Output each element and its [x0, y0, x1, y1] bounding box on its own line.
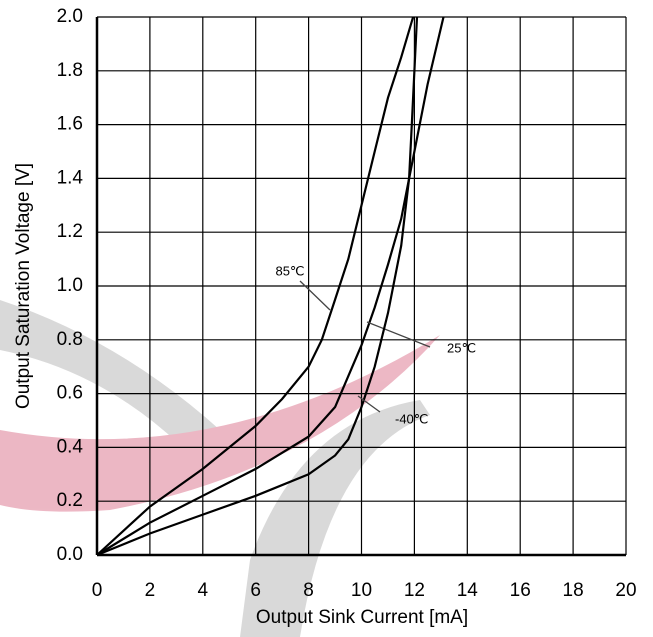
- x-tick-label: 0: [92, 580, 103, 601]
- annotation-leader: [366, 321, 431, 348]
- x-tick-label: 4: [198, 580, 209, 601]
- watermark-shape: [240, 400, 430, 637]
- x-tick-label: 16: [510, 580, 531, 601]
- series-line: [96, 16, 445, 556]
- series-line: [96, 16, 419, 557]
- annotation-leader: [357, 395, 381, 413]
- y-tick-label: 0.8: [57, 329, 83, 350]
- watermark-shape: [0, 335, 440, 512]
- x-tick-label: 20: [615, 580, 636, 601]
- x-tick-label: 12: [404, 580, 425, 601]
- y-tick-label: 0.4: [57, 436, 84, 457]
- watermark: [0, 300, 440, 637]
- y-tick-label: 2.0: [57, 6, 83, 27]
- x-tick-label: 8: [303, 580, 314, 601]
- y-tick-label: 0.0: [57, 544, 83, 565]
- series-label: -40℃: [395, 411, 428, 426]
- y-tick-label: 1.4: [57, 167, 84, 188]
- series-line: [96, 16, 415, 556]
- y-axis-title: Output Saturation Voltage [V]: [13, 163, 34, 409]
- x-axis-title: Output Sink Current [mA]: [256, 607, 468, 628]
- x-tick-label: 2: [145, 580, 156, 601]
- annotation-leader: [299, 280, 331, 311]
- y-tick-label: 1.8: [57, 60, 83, 81]
- x-tick-label: 10: [351, 580, 372, 601]
- series-label: 25℃: [447, 340, 476, 355]
- y-tick-label: 0.6: [57, 383, 83, 404]
- x-tick-label: 18: [563, 580, 584, 601]
- grid: 0.0 0.2 0.4 0.6 0.8 1.0 1.2 1.4 1.6 1.8 2.0 0 2 4 6 8 10…: [57, 6, 637, 601]
- y-tick-label: 0.2: [57, 490, 83, 511]
- y-tick-label: 1.0: [57, 275, 83, 296]
- y-tick-label: 1.2: [57, 221, 83, 242]
- x-tick-label: 14: [457, 580, 479, 601]
- x-tick-label: 6: [250, 580, 261, 601]
- y-tick-label: 1.6: [57, 114, 83, 135]
- plot: 85℃ 25℃ -40℃: [96, 16, 476, 557]
- series-label: 85℃: [275, 263, 304, 278]
- watermark-shape: [0, 300, 220, 445]
